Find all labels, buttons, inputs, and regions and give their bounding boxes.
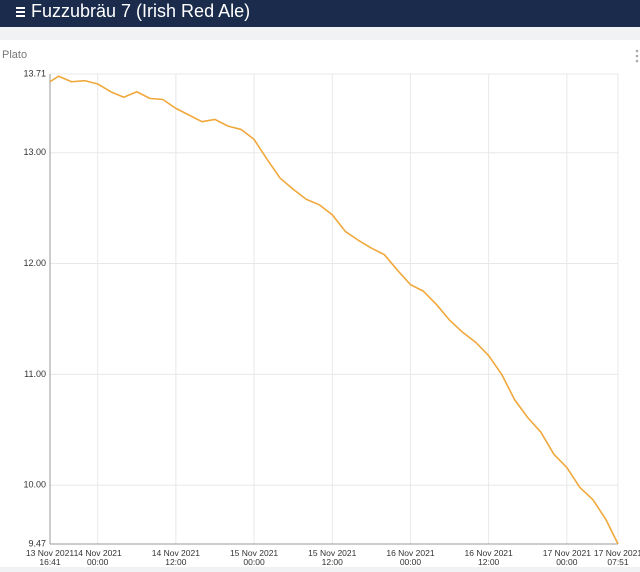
y-tick-label: 13.00 [23, 147, 46, 157]
x-tick-label: 14 Nov 2021 12:00 [152, 548, 200, 567]
header-bar [0, 0, 640, 27]
y-tick-label: 9.47 [28, 538, 46, 548]
menu-icon[interactable] [16, 7, 25, 17]
chart-panel [0, 40, 640, 567]
y-tick-label: 13.71 [23, 68, 46, 78]
x-tick-label: 14 Nov 2021 00:00 [74, 548, 122, 567]
x-tick-label: 16 Nov 2021 12:00 [465, 548, 513, 567]
y-axis-label: Plato [2, 49, 27, 61]
x-tick-label: 17 Nov 2021 07:51 [594, 548, 640, 567]
page-title: Fuzzubräu 7 (Irish Red Ale) [31, 1, 250, 21]
x-tick-label: 17 Nov 2021 00:00 [543, 548, 591, 567]
x-tick-label: 15 Nov 2021 00:00 [230, 548, 278, 567]
x-tick-label: 16 Nov 2021 00:00 [386, 548, 434, 567]
y-tick-label: 10.00 [23, 480, 46, 490]
panel-menu[interactable] [635, 49, 639, 63]
y-tick-label: 11.00 [24, 369, 46, 379]
y-tick-label: 12.00 [23, 258, 46, 268]
data-line [49, 75, 619, 545]
x-tick-label: 13 Nov 2021 16:41 [26, 548, 74, 567]
x-tick-label: 15 Nov 2021 12:00 [308, 548, 356, 567]
